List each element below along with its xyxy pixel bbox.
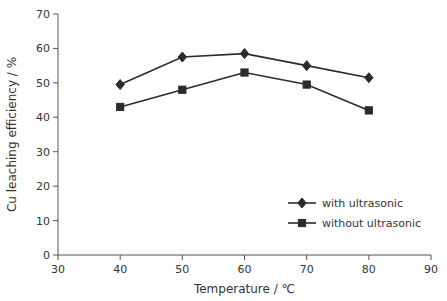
y-axis-line <box>58 14 59 255</box>
y-tick <box>53 186 58 187</box>
x-tick <box>182 255 183 260</box>
legend: with ultrasonic without ultrasonic <box>288 197 421 230</box>
data-point <box>365 107 372 114</box>
series-line <box>120 73 369 111</box>
y-tick-label: 10 <box>36 215 50 228</box>
data-point <box>240 49 248 59</box>
x-tick-label: 60 <box>238 263 252 276</box>
legend-label: without ultrasonic <box>322 217 421 230</box>
y-tick <box>53 255 58 256</box>
chart-container: 30 40 50 60 70 80 90 0 10 20 30 40 50 60 70 Temperature… <box>0 0 447 301</box>
plot-area <box>116 49 373 114</box>
x-tick <box>244 255 245 260</box>
y-tick-label: 60 <box>36 42 50 55</box>
y-tick <box>53 48 58 49</box>
x-tick-label: 40 <box>113 263 127 276</box>
y-tick-label: 40 <box>36 111 50 124</box>
x-axis-label: Temperature / ℃ <box>193 282 295 296</box>
y-tick-label: 50 <box>36 77 50 90</box>
y-tick <box>53 220 58 221</box>
y-tick <box>53 151 58 152</box>
y-tick <box>53 14 58 15</box>
data-point <box>303 81 310 88</box>
y-tick <box>53 117 58 118</box>
x-tick <box>431 255 432 260</box>
legend-marker <box>298 198 306 208</box>
x-tick-label: 80 <box>362 263 376 276</box>
data-point <box>178 52 186 62</box>
data-point <box>302 61 310 71</box>
legend-marker <box>298 219 305 226</box>
x-tick <box>120 255 121 260</box>
data-point <box>116 80 124 90</box>
x-tick <box>58 255 59 260</box>
legend-label: with ultrasonic <box>322 197 403 210</box>
x-tick <box>368 255 369 260</box>
y-tick-label: 30 <box>36 146 50 159</box>
y-tick-label: 20 <box>36 180 50 193</box>
data-point <box>179 86 186 93</box>
x-tick-label: 50 <box>175 263 189 276</box>
x-tick-label: 30 <box>51 263 65 276</box>
chart-svg: 30 40 50 60 70 80 90 0 10 20 30 40 50 60 70 Temperature… <box>0 0 447 301</box>
x-tick <box>306 255 307 260</box>
y-axis-label: Cu leaching efficiency / % <box>5 57 19 212</box>
data-point <box>365 73 373 83</box>
data-point <box>241 69 248 76</box>
data-point <box>117 103 124 110</box>
axes: 30 40 50 60 70 80 90 0 10 20 30 40 50 60 70 <box>36 8 438 276</box>
y-tick-label: 0 <box>43 249 50 262</box>
x-tick-label: 70 <box>300 263 314 276</box>
y-tick <box>53 82 58 83</box>
x-tick-label: 90 <box>424 263 438 276</box>
y-tick-label: 70 <box>36 8 50 21</box>
